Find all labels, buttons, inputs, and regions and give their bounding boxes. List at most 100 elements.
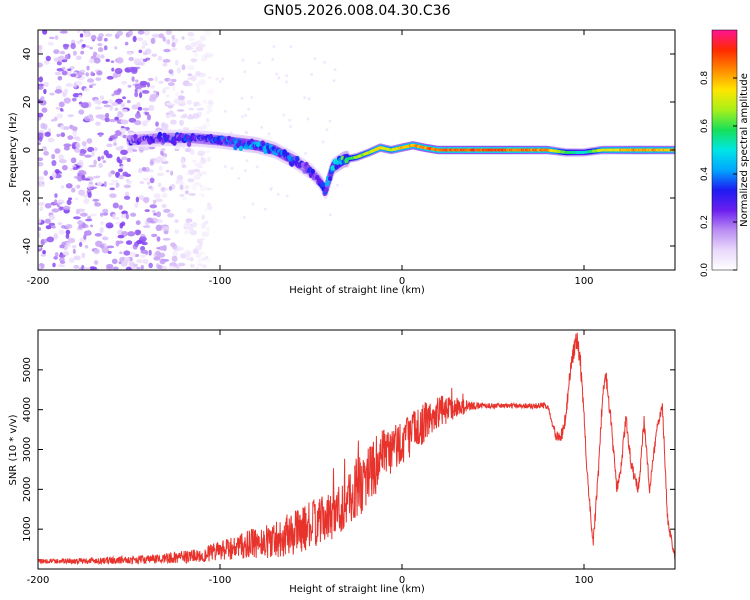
heatmap-x-tick-label: 100 [574, 276, 593, 287]
heatmap-ridge-core [295, 156, 300, 162]
heatmap-noise-cell [196, 87, 201, 94]
heatmap-noise-cell [100, 54, 105, 59]
heatmap-noise-cell [88, 113, 93, 119]
heatmap-noise-cell [201, 257, 207, 261]
heatmap-noise-cell [157, 252, 166, 258]
snr-y-axis-label: SNR (10 * v/v) [8, 414, 19, 485]
heatmap-noise-cell [245, 159, 249, 163]
heatmap-ridge-core [238, 145, 244, 152]
heatmap-noise-cell [81, 213, 88, 217]
heatmap-noise-cell [162, 237, 171, 241]
heatmap-noise-cell [72, 136, 80, 140]
heatmap-noise-cell [151, 233, 158, 238]
heatmap-noise-cell [38, 161, 44, 167]
heatmap-noise-cell [180, 158, 185, 164]
heatmap-noise-cell [185, 172, 190, 176]
heatmap-y-tick-label: -40 [22, 238, 33, 254]
heatmap-noise-cell [197, 263, 204, 267]
heatmap-noise-cell [165, 94, 170, 98]
heatmap-noise-cell [71, 244, 77, 249]
heatmap-noise-cell [161, 225, 170, 232]
heatmap-noise-cell [83, 234, 87, 240]
heatmap-noise-cell [215, 77, 219, 81]
heatmap-noise-cell [68, 257, 75, 263]
heatmap-noise-cell [193, 101, 200, 106]
heatmap-noise-cell [38, 264, 42, 270]
heatmap-noise-cell [181, 164, 186, 168]
heatmap-noise-cell [111, 93, 115, 97]
heatmap-noise-cell [111, 258, 118, 265]
heatmap-noise-cell [88, 58, 95, 64]
heatmap-noise-cell [288, 118, 292, 122]
heatmap-noise-cell [174, 219, 179, 223]
heatmap-noise-cell [139, 92, 143, 99]
heatmap-noise-cell [85, 72, 89, 77]
heatmap-noise-cell [285, 74, 289, 78]
heatmap-noise-cell [139, 236, 147, 242]
heatmap-noise-cell [155, 198, 164, 203]
heatmap-noise-cell [52, 262, 56, 268]
heatmap-noise-cell [149, 177, 155, 184]
heatmap-noise-cell [78, 109, 85, 115]
heatmap-noise-cell [134, 88, 138, 93]
heatmap-ridge-core [208, 133, 214, 140]
heatmap-noise-cell [89, 266, 98, 270]
heatmap-noise-cell [193, 52, 199, 58]
heatmap-noise-cell [38, 202, 45, 206]
heatmap-noise-cell [38, 217, 42, 224]
heatmap-noise-cell [87, 191, 92, 199]
heatmap-noise-cell [244, 169, 248, 173]
heatmap-noise-cell [157, 264, 163, 270]
heatmap-noise-cell [159, 258, 166, 265]
heatmap-noise-cell [98, 133, 103, 137]
heatmap-noise-cell [118, 204, 123, 210]
heatmap-noise-cell [53, 199, 58, 205]
heatmap-noise-cell [149, 84, 156, 89]
heatmap-noise-cell [71, 187, 76, 193]
heatmap-noise-cell [129, 251, 136, 258]
heatmap-noise-cell [131, 104, 138, 110]
heatmap-noise-cell [204, 150, 211, 154]
heatmap-x-tick-label: 0 [399, 276, 405, 287]
heatmap-noise-cell [90, 83, 97, 86]
heatmap-noise-cell [223, 165, 227, 169]
heatmap-noise-cell [38, 176, 45, 181]
snr-panel: -200 -100 0 100 1000 2000 3000 4000 5000 Height… [8, 329, 676, 595]
heatmap-noise-cell [90, 224, 94, 228]
heatmap-noise-cell [108, 137, 113, 142]
heatmap-y-axis-label: Frequency (Hz) [8, 112, 19, 188]
heatmap-noise-cell [113, 89, 121, 96]
heatmap-noise-cell [202, 99, 207, 104]
heatmap-noise-cell [156, 156, 164, 163]
heatmap-noise-cell [43, 88, 47, 95]
heatmap-noise-cell [128, 56, 134, 62]
heatmap-noise-cell [85, 218, 93, 222]
heatmap-noise-cell [269, 188, 273, 192]
heatmap-noise-cell [188, 193, 196, 196]
heatmap-noise-cell [38, 76, 44, 83]
heatmap-noise-cell [58, 254, 66, 258]
heatmap-noise-cell [79, 152, 86, 156]
heatmap-noise-cell [152, 33, 160, 38]
heatmap-noise-cell [142, 89, 150, 94]
heatmap-noise-cell [164, 86, 170, 90]
heatmap-noise-cell [162, 155, 167, 163]
heatmap-noise-cell [289, 125, 293, 129]
heatmap-noise-cell [179, 184, 184, 191]
heatmap-noise-cell [313, 57, 317, 61]
heatmap-noise-cell [81, 141, 87, 147]
heatmap-noise-cell [102, 160, 107, 164]
heatmap-ridge-core [334, 164, 339, 170]
heatmap-noise-cell [122, 96, 127, 100]
heatmap-noise-cell [148, 249, 152, 256]
heatmap-noise-cell [153, 212, 157, 216]
heatmap-ridge-core [282, 149, 287, 155]
heatmap-noise-cell [125, 240, 133, 245]
heatmap-noise-cell [97, 156, 101, 162]
heatmap-noise-cell [65, 183, 73, 189]
heatmap-noise-cell [118, 261, 122, 265]
heatmap-noise-cell [73, 148, 81, 153]
heatmap-noise-cell [197, 150, 206, 157]
heatmap-noise-cell [78, 241, 83, 248]
heatmap-noise-cell [102, 208, 109, 214]
